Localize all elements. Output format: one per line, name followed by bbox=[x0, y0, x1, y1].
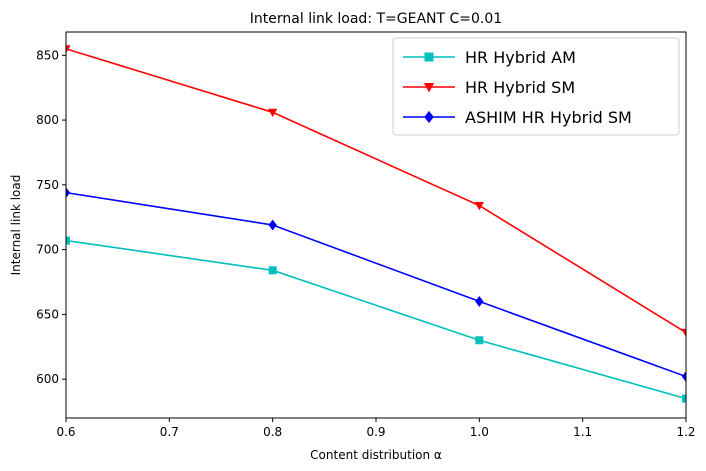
data-point-hr-hybrid-sm-0 bbox=[66, 45, 71, 54]
x-tick-label-6: 1.2 bbox=[676, 425, 695, 439]
y-tick-label-1: 650 bbox=[36, 307, 59, 321]
data-point-ashim-hr-hybrid-sm-2 bbox=[475, 296, 484, 307]
y-tick-label-0: 600 bbox=[36, 372, 59, 386]
legend-marker-ashim-hr-hybrid-sm bbox=[424, 110, 434, 124]
y-tick-label-2: 700 bbox=[36, 243, 59, 257]
legend-label-hr-hybrid-am: HR Hybrid AM bbox=[465, 48, 576, 67]
legend-marker-hr-hybrid-sm bbox=[423, 82, 435, 93]
legend-box bbox=[392, 37, 680, 136]
y-tick-label-4: 800 bbox=[36, 113, 59, 127]
chart-title: Internal link load: T=GEANT C=0.01 bbox=[250, 11, 502, 27]
data-point-ashim-hr-hybrid-sm-3 bbox=[681, 371, 686, 382]
series-line-ashim-hr-hybrid-sm bbox=[66, 191, 686, 378]
x-tick-label-2: 0.8 bbox=[263, 425, 282, 439]
x-axis-label: Content distribution α bbox=[310, 448, 442, 462]
y-tick-label-3: 750 bbox=[36, 178, 59, 192]
data-point-hr-hybrid-am-1 bbox=[268, 266, 277, 275]
data-point-hr-hybrid-am-2 bbox=[475, 336, 484, 345]
x-tick-label-1: 0.7 bbox=[160, 425, 179, 439]
series-line-hr-hybrid-am bbox=[66, 239, 686, 400]
axis-ticks: 0.6 0.7 0.8 0.9 1.0 1.1 1.2 600 650 700 750 800 850 bbox=[36, 48, 695, 439]
x-tick-label-0: 0.6 bbox=[56, 425, 75, 439]
x-tick-label-5: 1.1 bbox=[573, 425, 592, 439]
data-point-ashim-hr-hybrid-sm-1 bbox=[268, 219, 277, 231]
data-point-hr-hybrid-am-3 bbox=[682, 394, 686, 403]
data-point-hr-hybrid-sm-2 bbox=[474, 201, 484, 211]
y-axis-label: Internal link load bbox=[9, 175, 23, 276]
legend: HR Hybrid AM HR Hybrid SM ASHIM HR Hybrid … bbox=[392, 37, 680, 136]
data-point-hr-hybrid-sm-1 bbox=[268, 108, 278, 118]
x-tick-label-3: 0.9 bbox=[366, 425, 385, 439]
series-line-hr-hybrid-sm bbox=[66, 48, 686, 334]
data-point-ashim-hr-hybrid-sm-0 bbox=[66, 187, 71, 199]
legend-label-ashim-hr-hybrid-sm: ASHIM HR Hybrid SM bbox=[465, 108, 632, 127]
series-group bbox=[66, 45, 686, 403]
plot-area bbox=[65, 31, 687, 419]
legend-label-hr-hybrid-sm: HR Hybrid SM bbox=[465, 78, 575, 97]
data-point-hr-hybrid-sm-3 bbox=[681, 328, 686, 338]
legend-marker-hr-hybrid-am bbox=[424, 52, 434, 62]
data-point-hr-hybrid-am-0 bbox=[66, 236, 70, 245]
x-tick-label-4: 1.0 bbox=[470, 425, 489, 439]
y-tick-label-5: 850 bbox=[36, 48, 59, 62]
